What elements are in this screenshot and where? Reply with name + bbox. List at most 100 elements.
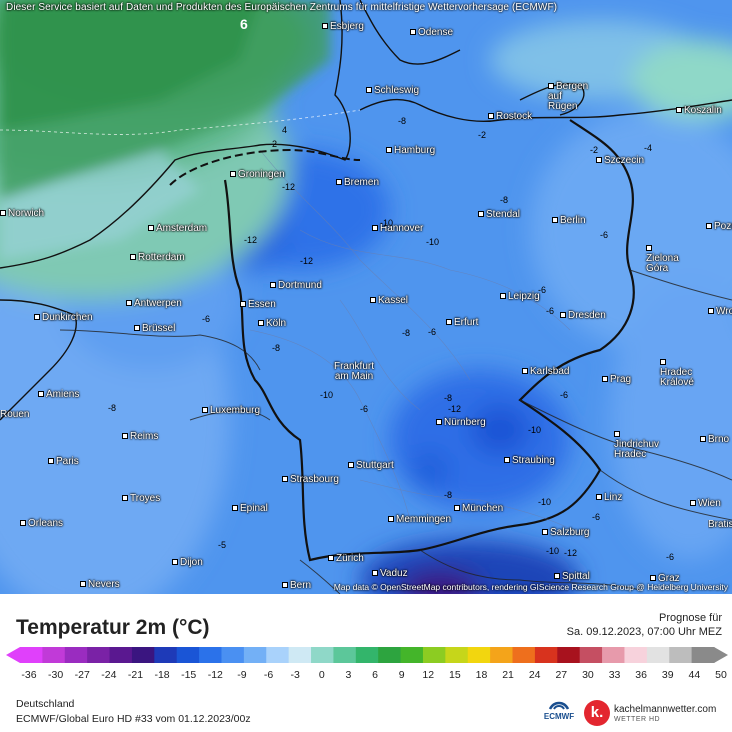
city-rostock: Rostock: [488, 112, 532, 122]
scale-swatch: [266, 647, 290, 663]
scale-swatch: [557, 647, 581, 663]
scale-tick-label: -12: [207, 669, 223, 681]
city-frankfurt: Frankfurt am Main: [333, 361, 374, 382]
city-koszalin: Koszalin: [676, 106, 722, 116]
scale-tick-label: 0: [318, 669, 325, 681]
city-bremen: Bremen: [336, 178, 379, 188]
isoline-label: -5: [218, 540, 227, 550]
isoline-label: -6: [666, 552, 675, 562]
city-zielona-gora: Zielona Góra: [646, 244, 686, 274]
model-run-label: ECMWF/Global Euro HD #33 vom 01.12.2023/…: [16, 713, 251, 725]
scale-swatch: [64, 647, 88, 663]
isoline-label: -8: [398, 116, 407, 126]
scale-tick-label: -36: [21, 669, 37, 681]
map-canvas: [0, 0, 732, 594]
isoline-label: -10: [528, 425, 542, 435]
city-vaduz: Vaduz: [372, 569, 408, 579]
scale-tick-label: 15: [449, 669, 461, 681]
city-groningen: Groningen: [230, 170, 285, 180]
city-amiens: Amiens: [38, 390, 79, 400]
isoline-label: -8: [444, 490, 453, 500]
scale-swatch: [579, 647, 603, 663]
scale-swatch: [669, 647, 693, 663]
city-zuerich: Zürich: [328, 554, 364, 564]
city-amsterdam: Amsterdam: [148, 224, 207, 234]
city-kassel: Kassel: [370, 296, 408, 306]
city-wien: Wien: [690, 499, 721, 509]
city-strasbourg: Strasbourg: [282, 475, 339, 485]
isoline-label: -6: [538, 285, 547, 295]
city-schleswig: Schleswig: [366, 86, 419, 96]
isoline-label: -10: [546, 546, 560, 556]
city-brno: Brno: [700, 435, 729, 445]
scale-swatch: [445, 647, 469, 663]
scale-swatch: [221, 647, 245, 663]
scale-tick-label: -6: [263, 669, 274, 681]
city-jindrichuv-hradec: Jindrichuv Hradec: [614, 430, 664, 460]
city-straubing: Straubing: [504, 456, 555, 466]
scale-tick-label: 3: [345, 669, 352, 681]
scale-swatch: [131, 647, 155, 663]
city-antwerpen: Antwerpen: [126, 299, 182, 309]
scale-swatch: [512, 647, 536, 663]
isoline-label: -6: [360, 404, 369, 414]
city-essen: Essen: [240, 300, 276, 310]
scale-tick-label: 21: [502, 669, 514, 681]
brand-name[interactable]: kachelmannwetter.com: [614, 704, 717, 715]
isoline-label: -8: [444, 393, 453, 403]
city-dresden: Dresden: [560, 311, 606, 321]
temperature-map[interactable]: Dieser Service basiert auf Daten und Pro…: [0, 0, 732, 594]
isoline-label: -8: [500, 195, 509, 205]
isoline-label: 6: [240, 16, 248, 32]
scale-tick-label: 33: [608, 669, 621, 681]
city-orleans: Orleans: [20, 519, 63, 529]
city-rotterdam: Rotterdam: [130, 253, 185, 263]
city-esbjerg: Esbjerg: [322, 22, 364, 32]
isoline-label: -10: [426, 237, 440, 247]
legend-title: Temperatur 2m (°C): [16, 616, 210, 639]
city-rouen: Rouen: [0, 410, 30, 420]
city-hannover: Hannover: [372, 224, 423, 234]
scale-swatch: [154, 647, 178, 663]
city-nuernberg: Nürnberg: [436, 418, 486, 428]
scale-swatch: [490, 647, 514, 663]
scale-swatch: [624, 647, 648, 663]
city-bruessel: Brüssel: [134, 324, 175, 334]
scale-tick-label: -24: [101, 669, 117, 681]
city-norwich: Norwich: [0, 209, 44, 219]
isoline-label: 4: [282, 125, 288, 135]
ecmwf-disclaimer: Dieser Service basiert auf Daten und Pro…: [6, 2, 558, 13]
isoline-label: -6: [202, 314, 211, 324]
city-graz: Graz: [650, 574, 680, 584]
scale-tick-label: 39: [661, 669, 674, 681]
scale-swatch: [602, 647, 625, 663]
city-karlsbad: Karlsbad: [522, 367, 569, 377]
scale-tick-label: -3: [290, 669, 300, 681]
city-hradec-kralove: Hradec Králové: [660, 358, 700, 388]
isoline-label: -4: [644, 143, 653, 153]
city-poznan: Poznan: [706, 222, 732, 232]
kachelmann-logo[interactable]: k.: [584, 700, 610, 726]
isoline-label: -8: [272, 343, 281, 353]
map-attribution[interactable]: Map data © OpenStreetMap contributors, r…: [333, 582, 728, 592]
city-szczecin: Szczecin: [596, 156, 644, 166]
scale-swatch: [20, 647, 43, 663]
city-stendal: Stendal: [478, 210, 520, 220]
city-berlin: Berlin: [552, 216, 586, 226]
city-paris: Paris: [48, 457, 79, 467]
city-dijon: Dijon: [172, 558, 203, 568]
scale-tick-label: 30: [582, 669, 594, 681]
city-wroclaw: Wrocław: [708, 307, 732, 317]
scale-swatch: [378, 647, 402, 663]
city-dortmund: Dortmund: [270, 281, 322, 291]
scale-swatch: [534, 647, 558, 663]
city-prag: Prag: [602, 375, 631, 385]
scale-tick-label: -9: [237, 669, 247, 681]
scale-swatch: [109, 647, 133, 663]
scale-tick-label: -18: [154, 669, 170, 681]
scale-swatch: [646, 647, 670, 663]
scale-swatch: [288, 647, 312, 663]
scale-tick-label: -21: [127, 669, 144, 681]
city-bratislava: Bratislava: [708, 520, 732, 530]
isoline-label: -12: [448, 404, 462, 414]
